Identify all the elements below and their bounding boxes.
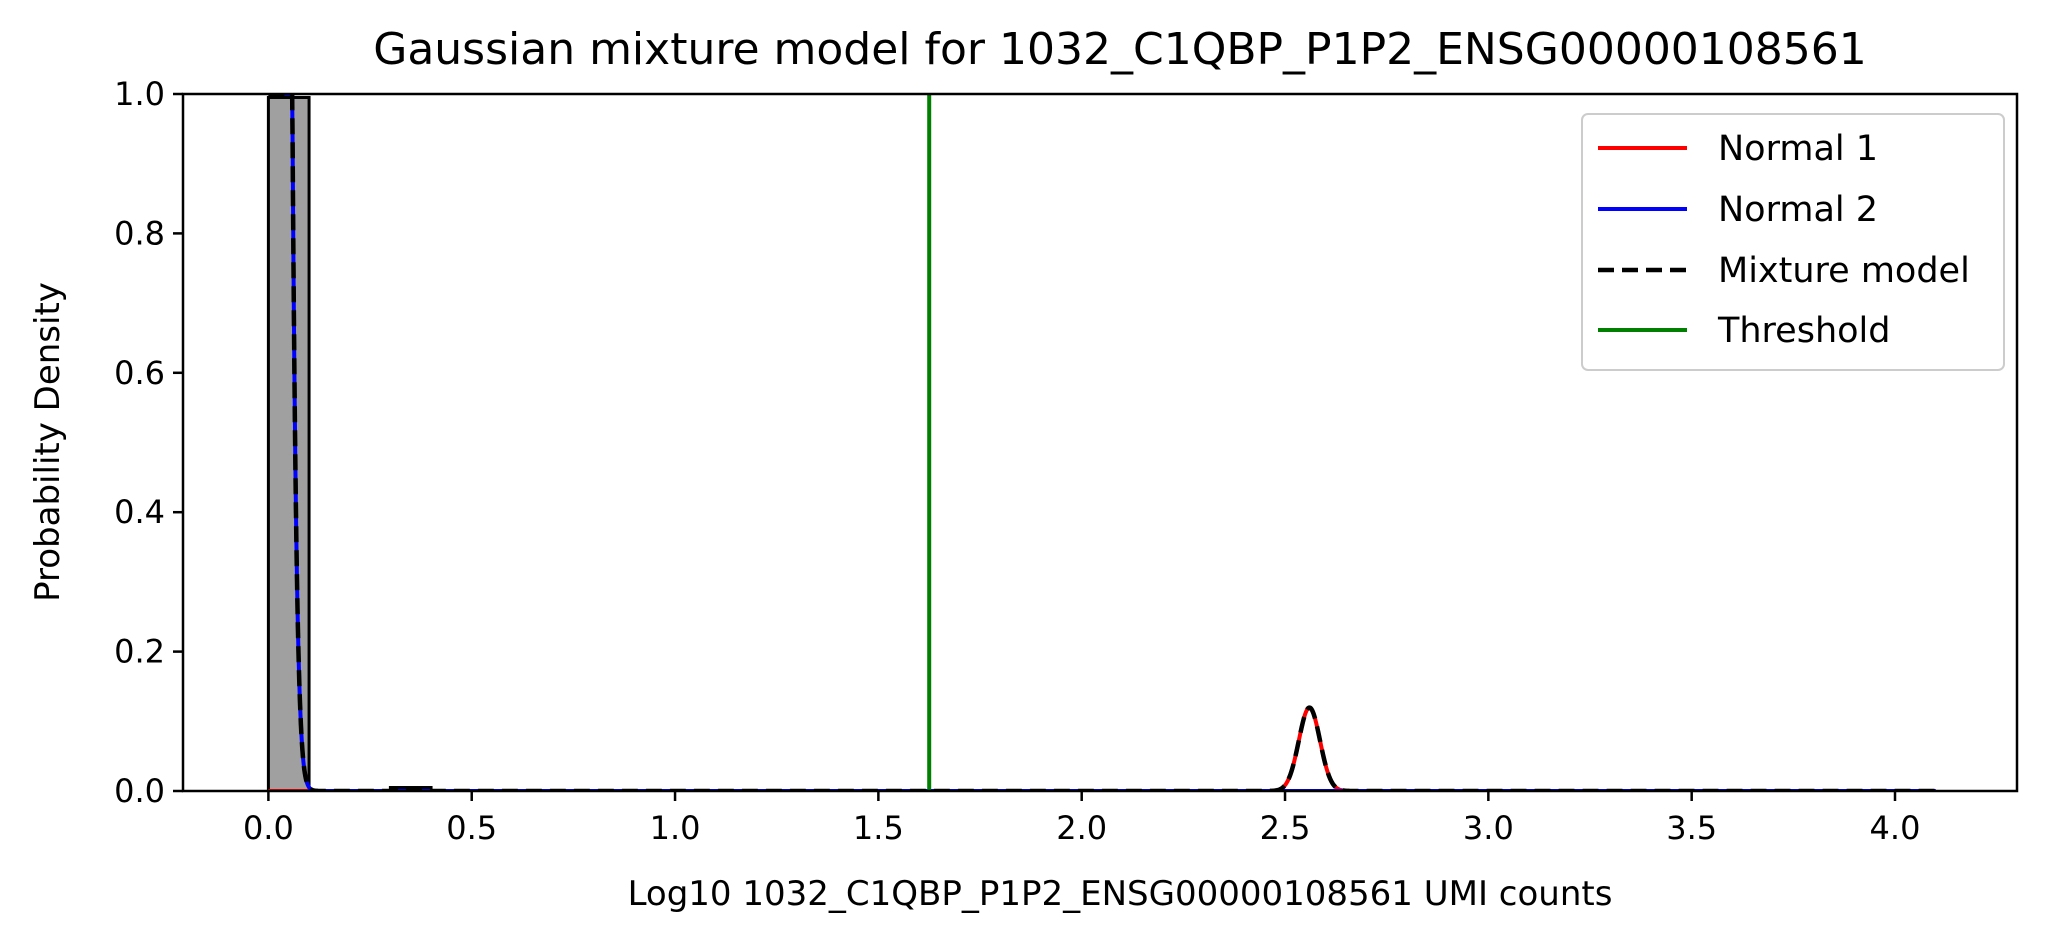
legend-frame <box>1581 113 2005 371</box>
plot-area <box>266 94 1938 791</box>
x-tick-label: 3.0 <box>1463 809 1514 847</box>
legend-label-normal-2: Normal 2 <box>1718 190 1878 230</box>
series-line-normal-1 <box>266 705 1938 791</box>
legend: Normal 1 Normal 2 Mixture model Threshol… <box>1581 113 2005 371</box>
plot-frame <box>181 92 2019 793</box>
y-tick-label: 0.6 <box>114 354 165 392</box>
x-tick-label: 0.0 <box>243 809 294 847</box>
y-tick-label: 0.8 <box>114 214 165 252</box>
x-tick-label: 4.0 <box>1870 809 1921 847</box>
x-tick-label: 3.5 <box>1666 809 1717 847</box>
x-tick-label: 0.5 <box>446 809 497 847</box>
x-axis: 0.0 0.5 1.0 1.5 2.0 2.5 3.0 3.5 4.0 <box>243 791 1920 847</box>
legend-label-mixture-model: Mixture model <box>1718 251 1970 291</box>
histogram-bar <box>266 95 311 791</box>
y-tick-label: 1.0 <box>114 75 165 113</box>
x-axis-title: Log10 1032_C1QBP_P1P2_ENSG00000108561 UM… <box>628 874 1613 914</box>
x-tick-label: 1.0 <box>650 809 701 847</box>
y-axis-title: Probability Density <box>28 282 68 602</box>
y-tick-label: 0.4 <box>114 493 165 531</box>
y-axis: 0.0 0.2 0.4 0.6 0.8 1.0 <box>114 75 183 810</box>
x-tick-label: 2.5 <box>1260 809 1311 847</box>
chart-title: Gaussian mixture model for 1032_C1QBP_P1… <box>373 24 1867 75</box>
y-tick-label: 0.2 <box>114 633 165 671</box>
x-tick-label: 2.0 <box>1056 809 1107 847</box>
legend-label-normal-1: Normal 1 <box>1718 129 1878 169</box>
x-tick-label: 1.5 <box>853 809 904 847</box>
y-tick-label: 0.0 <box>114 772 165 810</box>
legend-label-threshold: Threshold <box>1717 311 1891 351</box>
